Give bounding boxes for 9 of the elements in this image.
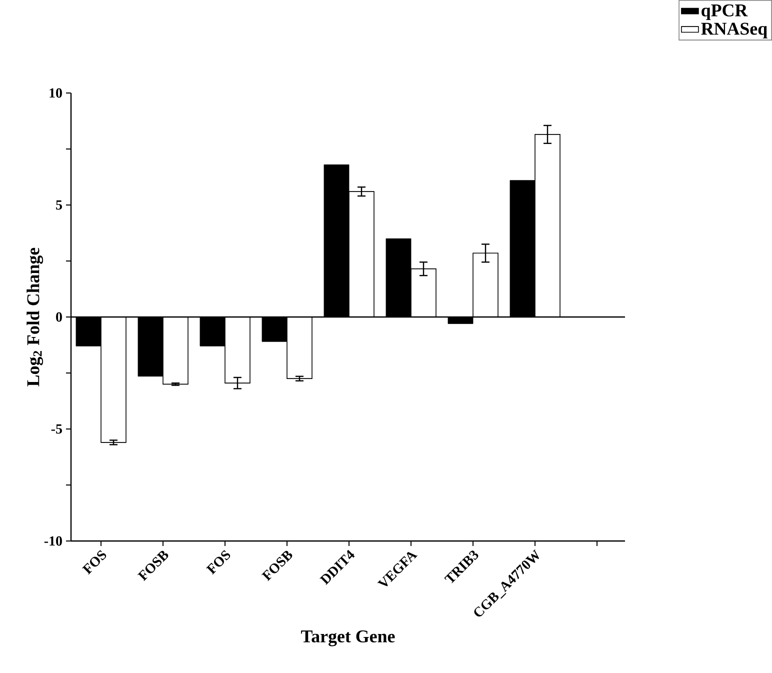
y-axis-title: Log$_{2}$ Fold Change	[26, 248, 44, 386]
legend-label: qPCR	[702, 4, 748, 20]
y-tick-label: -10	[44, 536, 62, 546]
x-axis-title: Target Gene	[301, 630, 395, 646]
y-tick-label: 0	[56, 312, 62, 322]
y-tick-label: 5	[56, 200, 62, 210]
legend-label: RNASeq	[701, 22, 768, 38]
y-tick-label: -5	[51, 424, 62, 434]
y-tick-label: 10	[50, 88, 62, 98]
